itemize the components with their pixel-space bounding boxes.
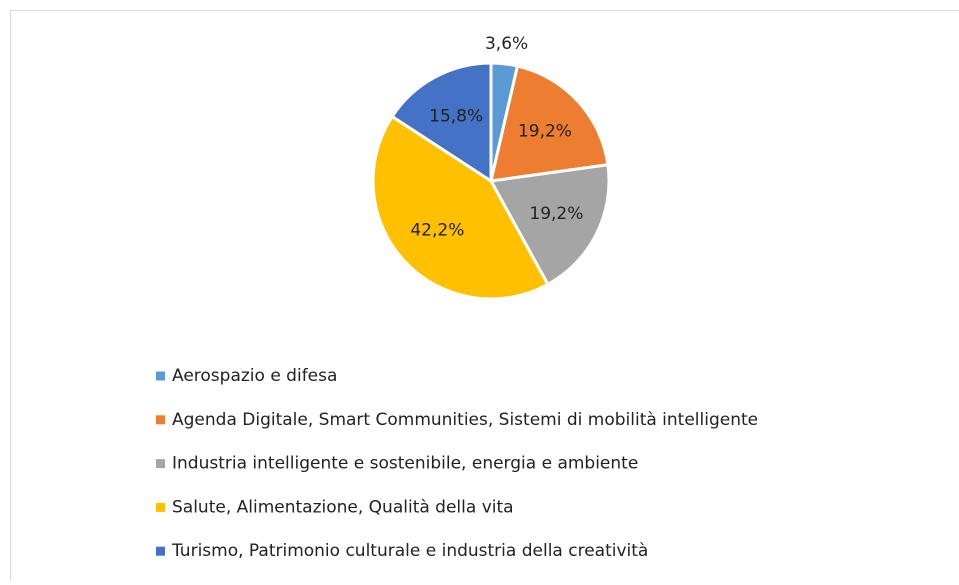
legend-label: Turismo, Patrimonio culturale e industri… <box>171 541 648 561</box>
legend-label: Aerospazio e difesa <box>172 366 337 386</box>
legend-label: Industria intelligente e sostenibile, en… <box>172 454 638 474</box>
data-label: 19,2% <box>529 204 583 224</box>
legend-label: Salute, Alimentazione, Qualità della vit… <box>172 497 514 517</box>
data-label: 15,8% <box>429 107 483 127</box>
data-label: 3,6% <box>485 34 528 54</box>
legend-swatch <box>156 503 165 512</box>
data-label: 19,2% <box>518 122 572 142</box>
legend-swatch <box>156 415 165 424</box>
legend-swatch <box>156 459 165 468</box>
legend-swatch <box>156 372 165 381</box>
legend-label: Agenda Digitale, Smart Communities, Sist… <box>172 410 758 430</box>
data-label: 42,2% <box>410 221 464 241</box>
legend-swatch <box>156 547 165 556</box>
